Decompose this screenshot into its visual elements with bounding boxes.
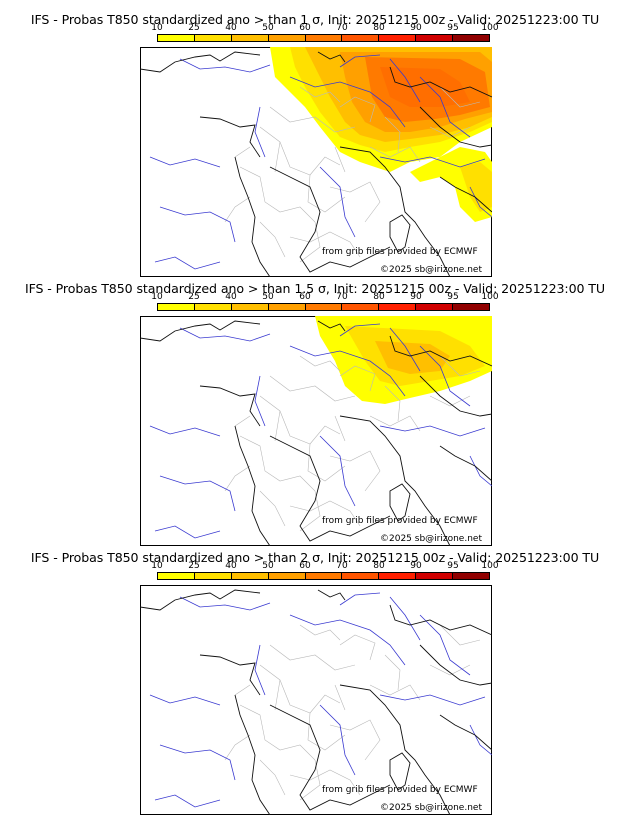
tick-label: 90 — [410, 561, 422, 571]
colorbar-swatch — [194, 573, 232, 579]
probability-map — [140, 585, 492, 815]
tick-label: 25 — [188, 561, 200, 571]
colorbar-swatch — [453, 573, 490, 579]
tick-label: 50 — [262, 292, 274, 302]
colorbar-swatch — [453, 304, 490, 310]
data-credit: from grib files provided by ECMWF — [322, 516, 478, 526]
colorbar-swatch — [194, 304, 232, 310]
tick-label: 100 — [481, 561, 499, 571]
tick-label: 60 — [299, 292, 311, 302]
panel-title: IFS - Probas T850 standardized ano > tha… — [30, 550, 600, 565]
tick-label: 25 — [188, 292, 200, 302]
tick-label: 80 — [373, 292, 385, 302]
colorbar-swatch — [305, 35, 343, 41]
copyright: ©2025 sb@irizone.net — [380, 803, 482, 813]
data-credit: from grib files provided by ECMWF — [322, 785, 478, 795]
probability-map — [140, 316, 492, 546]
copyright: ©2025 sb@irizone.net — [380, 534, 482, 544]
map-panel-1: IFS - Probas T850 standardized ano > tha… — [0, 0, 630, 277]
colorbar-swatch — [231, 304, 269, 310]
tick-label: 80 — [373, 561, 385, 571]
colorbar-swatch — [379, 573, 417, 579]
colorbar-swatch — [453, 35, 490, 41]
colorbar-ticks: 10 25 40 50 60 70 80 90 95 100 — [151, 292, 498, 303]
colorbar — [157, 303, 490, 311]
colorbar-swatch — [158, 304, 195, 310]
colorbar-swatch — [158, 35, 195, 41]
copyright: ©2025 sb@irizone.net — [380, 265, 482, 275]
colorbar-swatch — [305, 573, 343, 579]
colorbar-ticks: 10 25 40 50 60 70 80 90 95 100 — [151, 561, 498, 572]
colorbar-swatch — [379, 304, 417, 310]
tick-label: 90 — [410, 292, 422, 302]
colorbar-swatch — [268, 304, 306, 310]
map-panel-2: IFS - Probas T850 standardized ano > tha… — [0, 269, 630, 546]
panel-title: IFS - Probas T850 standardized ano > tha… — [30, 12, 600, 27]
tick-label: 80 — [373, 23, 385, 33]
colorbar-swatch — [342, 35, 380, 41]
colorbar-swatch — [158, 573, 195, 579]
tick-label: 95 — [447, 292, 459, 302]
data-credit: from grib files provided by ECMWF — [322, 247, 478, 257]
tick-label: 70 — [336, 561, 348, 571]
colorbar-swatch — [416, 35, 454, 41]
tick-label: 40 — [225, 561, 237, 571]
colorbar — [157, 34, 490, 42]
tick-label: 60 — [299, 23, 311, 33]
colorbar-swatch — [305, 304, 343, 310]
tick-label: 25 — [188, 23, 200, 33]
colorbar-swatch — [416, 304, 454, 310]
tick-label: 100 — [481, 23, 499, 33]
map-panel-3: IFS - Probas T850 standardized ano > tha… — [0, 538, 630, 815]
colorbar-swatch — [268, 35, 306, 41]
tick-label: 10 — [151, 23, 163, 33]
colorbar-swatch — [342, 573, 380, 579]
tick-label: 100 — [481, 292, 499, 302]
tick-label: 95 — [447, 561, 459, 571]
colorbar-swatch — [416, 573, 454, 579]
tick-label: 70 — [336, 23, 348, 33]
tick-label: 70 — [336, 292, 348, 302]
colorbar-ticks: 10 25 40 50 60 70 80 90 95 100 — [151, 23, 498, 34]
tick-label: 90 — [410, 23, 422, 33]
tick-label: 10 — [151, 561, 163, 571]
probability-field — [315, 316, 492, 404]
colorbar-swatch — [379, 35, 417, 41]
colorbar — [157, 572, 490, 580]
colorbar-swatch — [342, 304, 380, 310]
tick-label: 60 — [299, 561, 311, 571]
tick-label: 40 — [225, 292, 237, 302]
panel-title: IFS - Probas T850 standardized ano > tha… — [24, 281, 606, 296]
tick-label: 50 — [262, 23, 274, 33]
colorbar-swatch — [268, 573, 306, 579]
tick-label: 95 — [447, 23, 459, 33]
tick-label: 10 — [151, 292, 163, 302]
tick-label: 40 — [225, 23, 237, 33]
colorbar-swatch — [194, 35, 232, 41]
probability-map — [140, 47, 492, 277]
colorbar-swatch — [231, 573, 269, 579]
tick-label: 50 — [262, 561, 274, 571]
colorbar-swatch — [231, 35, 269, 41]
